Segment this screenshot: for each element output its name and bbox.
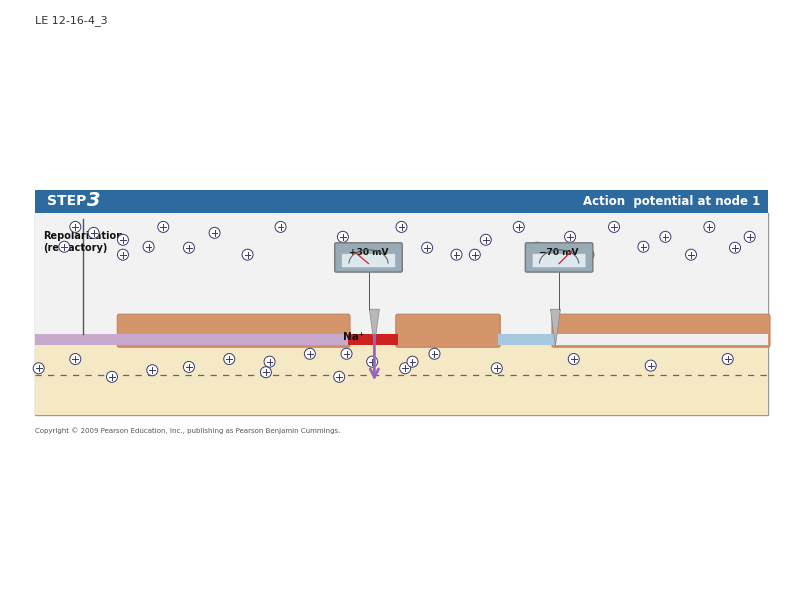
Circle shape bbox=[304, 348, 315, 359]
Circle shape bbox=[33, 363, 44, 374]
Bar bbox=[498, 334, 555, 345]
Circle shape bbox=[146, 365, 158, 376]
Circle shape bbox=[106, 371, 118, 382]
Bar bbox=[555, 334, 768, 345]
Circle shape bbox=[275, 221, 286, 232]
Circle shape bbox=[242, 249, 253, 260]
Circle shape bbox=[646, 360, 656, 371]
Bar bbox=[35, 213, 768, 334]
Circle shape bbox=[400, 363, 410, 374]
Circle shape bbox=[70, 353, 81, 365]
Text: +30 mV: +30 mV bbox=[349, 248, 388, 257]
Text: LE 12-16-4_3: LE 12-16-4_3 bbox=[35, 15, 108, 26]
Circle shape bbox=[209, 227, 220, 238]
Circle shape bbox=[366, 356, 378, 367]
Circle shape bbox=[143, 241, 154, 252]
FancyBboxPatch shape bbox=[526, 243, 593, 272]
FancyBboxPatch shape bbox=[118, 314, 350, 347]
Text: Copyright © 2009 Pearson Education, Inc., publishing as Pearson Benjamin Cumming: Copyright © 2009 Pearson Education, Inc.… bbox=[35, 427, 340, 434]
Circle shape bbox=[744, 232, 755, 242]
Circle shape bbox=[565, 232, 575, 242]
Circle shape bbox=[704, 221, 715, 232]
FancyBboxPatch shape bbox=[342, 254, 395, 268]
Circle shape bbox=[609, 221, 619, 232]
Circle shape bbox=[183, 242, 194, 253]
Bar bbox=[35, 334, 348, 345]
Circle shape bbox=[491, 363, 502, 374]
Bar bbox=[35, 213, 768, 415]
Text: Na⁺: Na⁺ bbox=[343, 332, 364, 342]
Circle shape bbox=[422, 242, 433, 253]
FancyBboxPatch shape bbox=[334, 243, 402, 272]
Bar bbox=[35, 190, 768, 213]
Circle shape bbox=[532, 242, 542, 253]
Circle shape bbox=[660, 232, 671, 242]
Circle shape bbox=[583, 249, 594, 260]
Circle shape bbox=[514, 221, 524, 232]
Text: 3: 3 bbox=[87, 191, 101, 211]
Circle shape bbox=[88, 227, 99, 238]
Circle shape bbox=[59, 241, 70, 252]
Circle shape bbox=[118, 234, 129, 245]
Bar bbox=[348, 334, 398, 345]
Text: −70 mV: −70 mV bbox=[539, 248, 579, 257]
Circle shape bbox=[638, 241, 649, 252]
FancyBboxPatch shape bbox=[532, 254, 586, 268]
Circle shape bbox=[429, 348, 440, 359]
Circle shape bbox=[183, 361, 194, 373]
Circle shape bbox=[264, 356, 275, 367]
Circle shape bbox=[407, 356, 418, 367]
Circle shape bbox=[334, 371, 345, 382]
Polygon shape bbox=[550, 309, 561, 346]
Circle shape bbox=[70, 221, 81, 232]
Circle shape bbox=[480, 234, 491, 245]
Circle shape bbox=[451, 249, 462, 260]
Text: Repolarization
(refractory): Repolarization (refractory) bbox=[43, 231, 123, 253]
FancyBboxPatch shape bbox=[396, 314, 500, 347]
Circle shape bbox=[338, 232, 348, 242]
Circle shape bbox=[158, 221, 169, 232]
Circle shape bbox=[568, 353, 579, 365]
Bar bbox=[35, 345, 768, 415]
Text: STEP: STEP bbox=[47, 194, 86, 208]
Circle shape bbox=[730, 242, 741, 253]
Polygon shape bbox=[370, 309, 379, 346]
FancyBboxPatch shape bbox=[552, 314, 770, 347]
Circle shape bbox=[118, 249, 129, 260]
Text: Action  potential at node 1: Action potential at node 1 bbox=[582, 194, 760, 208]
Circle shape bbox=[686, 249, 697, 260]
Circle shape bbox=[260, 367, 271, 378]
Circle shape bbox=[396, 221, 407, 232]
Circle shape bbox=[722, 353, 733, 365]
Circle shape bbox=[341, 348, 352, 359]
Circle shape bbox=[470, 249, 480, 260]
Circle shape bbox=[224, 353, 234, 365]
